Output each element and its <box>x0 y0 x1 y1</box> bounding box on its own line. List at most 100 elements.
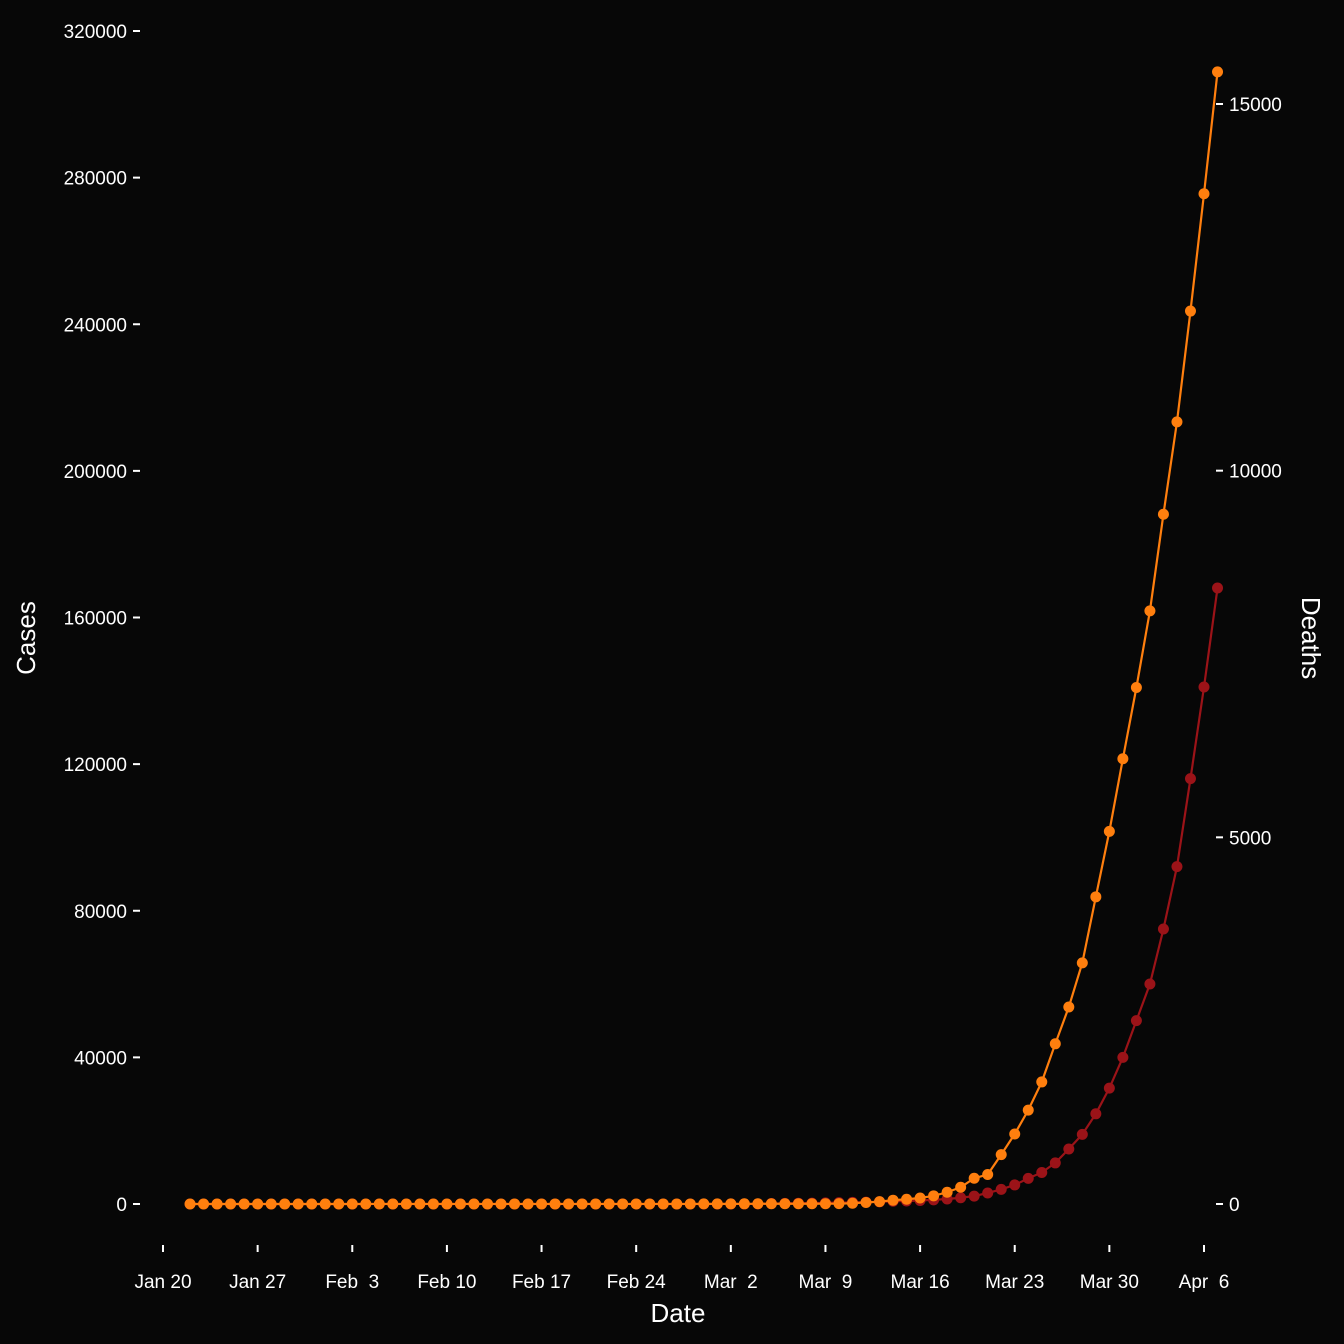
cases-point <box>238 1198 250 1210</box>
series-layer <box>184 66 1224 1210</box>
cases-point <box>928 1190 940 1202</box>
deaths-point <box>1036 1166 1048 1178</box>
cases-point <box>536 1198 548 1210</box>
deaths-point <box>1198 681 1210 693</box>
cases-point <box>671 1198 683 1210</box>
deaths-line <box>190 587 1219 1206</box>
cases-point <box>400 1198 412 1210</box>
x-tick-label: Feb 24 <box>607 1272 667 1293</box>
cases-point <box>495 1198 507 1210</box>
cases-point <box>184 1198 196 1210</box>
cases-line <box>190 71 1219 1206</box>
left-y-axis-title: Cases <box>11 601 41 675</box>
left-y-tick-label: 320000 <box>64 22 127 43</box>
deaths-point <box>1130 1015 1142 1027</box>
left-y-axis: 0 40000 80000 120000 160000 200000 240000 28000… <box>64 22 140 1216</box>
cases-point <box>454 1198 466 1210</box>
x-tick-label: Mar 30 <box>1080 1272 1139 1293</box>
cases-point <box>481 1198 493 1210</box>
cases-point <box>265 1198 277 1210</box>
x-tick-label: Mar 2 <box>704 1272 758 1293</box>
cases-point <box>441 1198 453 1210</box>
cases-point <box>1130 682 1142 694</box>
cases-point <box>914 1192 926 1204</box>
cases-point <box>427 1198 439 1210</box>
cases-point <box>833 1198 845 1210</box>
cases-point <box>657 1198 669 1210</box>
right-y-axis: 0 5000 10000 15000 <box>1216 95 1282 1216</box>
cases-point <box>860 1196 872 1208</box>
cases-point <box>509 1198 521 1210</box>
cases-series <box>184 66 1224 1210</box>
x-tick-label: Mar 23 <box>985 1272 1044 1293</box>
deaths-point <box>1212 582 1224 594</box>
cases-point <box>779 1198 791 1210</box>
cases-point <box>1063 1001 1075 1013</box>
cases-point <box>846 1197 858 1209</box>
left-y-tick-label: 160000 <box>64 609 127 630</box>
cases-point <box>617 1198 629 1210</box>
deaths-point <box>1157 923 1169 935</box>
x-tick-label: Apr 6 <box>1179 1272 1230 1293</box>
deaths-point <box>1144 978 1156 990</box>
deaths-point <box>1022 1172 1034 1184</box>
deaths-point <box>1184 773 1196 785</box>
right-y-tick-label: 10000 <box>1229 462 1282 483</box>
cases-point <box>414 1198 426 1210</box>
cases-point <box>346 1198 358 1210</box>
left-y-tick-label: 40000 <box>74 1048 127 1069</box>
right-y-tick-label: 5000 <box>1229 828 1271 849</box>
deaths-point <box>1063 1143 1075 1155</box>
cases-point <box>698 1198 710 1210</box>
cases-point <box>576 1198 588 1210</box>
cases-point <box>1076 957 1088 969</box>
cases-point <box>1049 1038 1061 1050</box>
cases-point <box>549 1198 561 1210</box>
cases-point <box>1036 1076 1048 1088</box>
cases-point <box>1022 1104 1034 1116</box>
cases-point <box>901 1193 913 1205</box>
cases-point <box>1090 891 1102 903</box>
cases-point <box>982 1169 994 1181</box>
cases-point <box>563 1198 575 1210</box>
cases-point <box>819 1198 831 1210</box>
left-y-tick-label: 200000 <box>64 462 127 483</box>
deaths-point <box>995 1183 1007 1195</box>
right-y-tick-label: 15000 <box>1229 95 1282 116</box>
cases-point <box>198 1198 210 1210</box>
cases-point <box>360 1198 372 1210</box>
cases-point <box>792 1198 804 1210</box>
left-y-tick-label: 240000 <box>64 315 127 336</box>
cases-point <box>1103 825 1115 837</box>
cases-point <box>941 1186 953 1198</box>
x-tick-label: Feb 17 <box>512 1272 571 1293</box>
left-y-tick-label: 120000 <box>64 755 127 776</box>
cases-point <box>1212 66 1224 78</box>
x-tick-label: Mar 16 <box>891 1272 950 1293</box>
cases-point <box>603 1198 615 1210</box>
cases-point <box>387 1198 399 1210</box>
cases-point <box>738 1198 750 1210</box>
deaths-point <box>955 1192 967 1204</box>
x-tick-label: Mar 9 <box>799 1272 853 1293</box>
cases-point <box>522 1198 534 1210</box>
cases-point <box>225 1198 237 1210</box>
left-y-tick-label: 80000 <box>74 902 127 923</box>
cases-point <box>752 1198 764 1210</box>
cases-point <box>887 1194 899 1206</box>
cases-point <box>765 1198 777 1210</box>
cases-point <box>1117 753 1129 765</box>
cases-point <box>590 1198 602 1210</box>
deaths-point <box>1090 1108 1102 1120</box>
deaths-point <box>968 1190 980 1202</box>
cases-point <box>968 1172 980 1184</box>
x-tick-label: Feb 10 <box>417 1272 476 1293</box>
left-y-tick-label: 0 <box>116 1195 127 1216</box>
cases-point <box>306 1198 318 1210</box>
left-y-tick-label: 280000 <box>64 169 127 190</box>
right-y-axis-title: Deaths <box>1296 597 1326 679</box>
cases-point <box>995 1149 1007 1161</box>
x-tick-label: Feb 3 <box>325 1272 379 1293</box>
cases-point <box>644 1198 656 1210</box>
